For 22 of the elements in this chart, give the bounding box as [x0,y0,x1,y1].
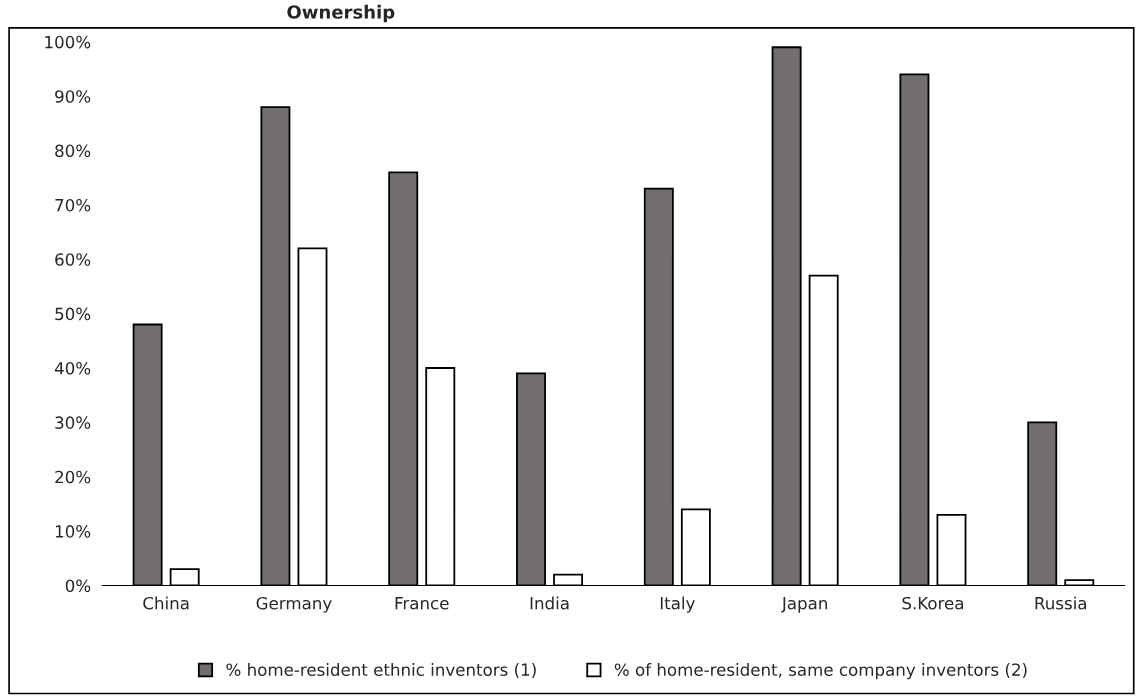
y-tick-label: 80% [55,144,91,158]
y-tick-label: 50% [55,307,91,321]
x-tick-label: India [530,596,569,610]
y-tick-label: 60% [55,253,91,266]
y-tick-label: 20% [55,470,91,484]
y-tick-label: 70% [55,198,91,212]
y-tick-label: 90% [55,90,91,103]
x-tick-label: Germany [256,596,332,613]
legend-label: % of home-resident, same company inventors (2) [614,663,1027,680]
y-tick-label: 100% [45,35,91,49]
x-tick-label: Russia [1035,596,1087,610]
y-tick-label: 30% [55,416,91,429]
x-tick-label: Italy [660,596,695,613]
x-tick-label: Japan [781,597,827,613]
x-tick-label: France [395,597,449,610]
legend-label: % home-resident ethnic inventors (1) [226,663,536,678]
y-tick-label: 0% [65,579,91,593]
x-tick-label: China [143,596,189,610]
x-tick-label: S.Korea [902,596,963,610]
y-tick-label: 40% [54,361,91,375]
y-tick-label: 10% [55,525,91,538]
chart-title: Ownership [287,4,395,23]
